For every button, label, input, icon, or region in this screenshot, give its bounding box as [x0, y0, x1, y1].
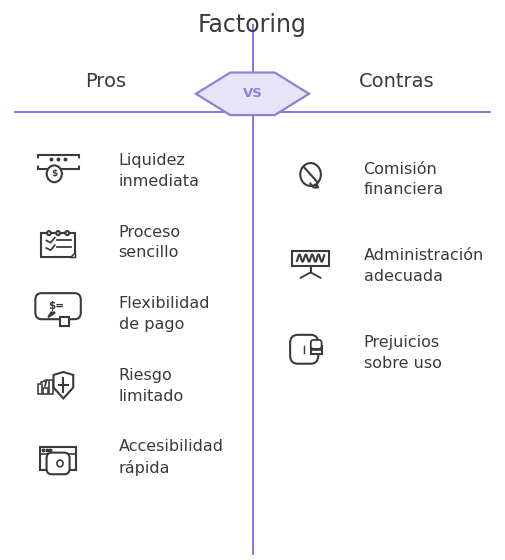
FancyBboxPatch shape [43, 389, 47, 394]
Text: Prejuicios
sobre uso: Prejuicios sobre uso [364, 335, 441, 371]
FancyBboxPatch shape [292, 250, 329, 265]
FancyBboxPatch shape [41, 233, 75, 256]
Text: $=: $= [48, 301, 65, 311]
Circle shape [56, 231, 60, 235]
FancyBboxPatch shape [38, 155, 79, 169]
FancyBboxPatch shape [46, 452, 70, 474]
Text: Contras: Contras [359, 72, 434, 91]
Circle shape [300, 163, 321, 186]
Circle shape [57, 460, 63, 467]
Circle shape [47, 231, 50, 235]
Text: Liquidez
inmediata: Liquidez inmediata [119, 153, 199, 189]
Text: Comisión
financiera: Comisión financiera [364, 161, 444, 197]
Text: Flexibilidad
de pago: Flexibilidad de pago [119, 296, 210, 332]
Text: Riesgo
limitado: Riesgo limitado [119, 368, 184, 404]
Circle shape [35, 159, 40, 165]
Text: Pros: Pros [85, 72, 127, 91]
Text: Administración
adecuada: Administración adecuada [364, 248, 484, 284]
Polygon shape [54, 372, 73, 399]
Circle shape [76, 159, 81, 165]
FancyBboxPatch shape [49, 380, 54, 394]
Circle shape [300, 336, 309, 346]
FancyBboxPatch shape [35, 293, 81, 319]
FancyBboxPatch shape [60, 317, 70, 326]
Polygon shape [48, 312, 55, 317]
Polygon shape [70, 251, 75, 256]
FancyBboxPatch shape [40, 447, 76, 470]
Circle shape [66, 231, 69, 235]
Text: Factoring: Factoring [198, 13, 307, 37]
FancyBboxPatch shape [311, 340, 322, 349]
FancyBboxPatch shape [290, 335, 318, 364]
FancyBboxPatch shape [311, 346, 322, 354]
Polygon shape [196, 72, 309, 115]
Circle shape [47, 165, 62, 182]
Text: $: $ [51, 169, 58, 178]
Text: Accesibilidad
rápida: Accesibilidad rápida [119, 439, 224, 476]
Text: VS: VS [242, 87, 263, 100]
Text: Proceso
sencillo: Proceso sencillo [119, 225, 181, 260]
FancyBboxPatch shape [38, 384, 42, 394]
